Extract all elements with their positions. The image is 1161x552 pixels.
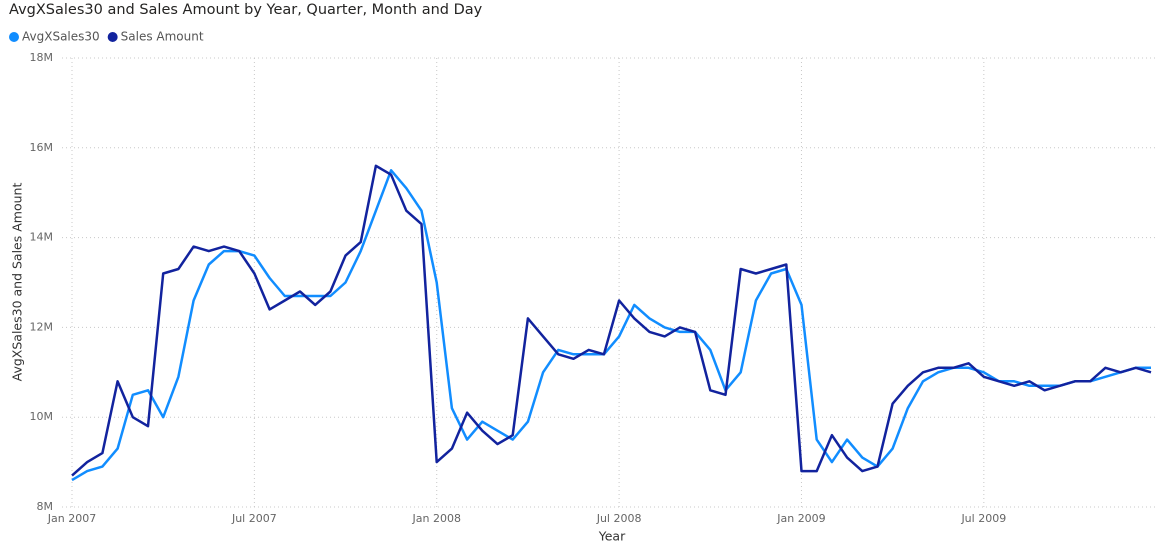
y-tick-label: 10M	[30, 410, 54, 423]
x-tick-label: Jan 2007	[47, 512, 96, 525]
y-tick-label: 12M	[30, 320, 54, 333]
line-series	[71, 164, 1152, 477]
x-tick-label: Jul 2007	[231, 512, 277, 525]
x-tick-label: Jul 2008	[596, 512, 642, 525]
x-axis-title: Year	[598, 529, 626, 544]
legend-marker	[107, 32, 118, 42]
legend-label: AvgXSales30	[22, 30, 100, 44]
y-tick-label: 8M	[37, 500, 54, 513]
chart-title: AvgXSales30 and Sales Amount by Year, Qu…	[9, 2, 483, 18]
y-tick-label: 14M	[30, 231, 54, 244]
legend-marker	[9, 32, 19, 42]
line-series	[71, 169, 1151, 482]
y-tick-label: 16M	[30, 141, 54, 154]
x-tick-label: Jan 2008	[412, 512, 461, 525]
y-axis-title: AvgXSales30 and Sales Amount	[10, 183, 25, 382]
y-tick-label: 18M	[30, 51, 54, 64]
x-tick-label: Jan 2009	[776, 512, 825, 525]
x-tick-label: Jul 2009	[960, 512, 1006, 525]
legend-label: Sales Amount	[121, 30, 204, 44]
